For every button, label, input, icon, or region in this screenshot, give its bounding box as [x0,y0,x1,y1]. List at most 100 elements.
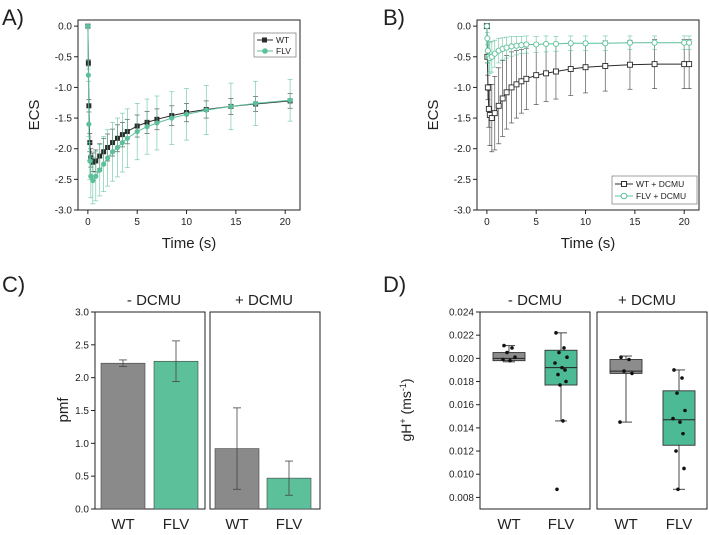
y-tick-label: 0.012 [449,447,474,458]
panel-c-label: C) [2,272,25,297]
wt-box-data-point [618,420,622,424]
x-tick-label: 0 [85,217,91,228]
panel-d-xtick-wt-1: WT [497,516,520,533]
flv-point [169,115,175,121]
y-tick-label: -3.0 [454,206,472,217]
wt-dcmu-point [485,105,492,112]
panel-d-label: D) [383,272,406,297]
x-tick-label: 20 [679,217,691,228]
flv-point [105,155,111,161]
flv-point [119,139,125,146]
flv-box-data-point [565,355,569,359]
wt-dcmu-point [533,72,540,79]
flv-dcmu-point [513,42,520,49]
legend-flv-dcmu-marker [620,192,628,200]
wt-box-data-point [630,371,634,376]
panel-b-legend: WT + DCMU FLV + DCMU [611,175,698,205]
wt-dcmu-point [495,102,502,109]
panel-c-y-axis-title: pmf [55,397,72,423]
wt-dcmu-series-line [486,26,690,120]
legend-wt-dcmu-marker [621,181,627,187]
wt-dcmu-point [484,84,491,91]
flv-point [93,173,99,179]
y-tick-label: -2.0 [55,144,73,155]
panel-b-frame [476,19,700,211]
wt-dcmu-point [518,78,525,85]
wt-dcmu-point [488,115,495,122]
panel-a-y-axis-title: ECS [26,100,43,131]
ylabel-unit: (ms [398,391,414,418]
y-tick-label: -1.5 [454,114,472,125]
flv-box-data-point [561,419,565,423]
ylabel-unit-exponent: -1 [398,383,408,391]
panel-d-frame-right [596,311,708,510]
wt-box-data-point [513,355,517,359]
flv-dcmu-point [484,35,491,42]
panel-c-xtick-wt-1: WT [111,516,134,533]
flv-box-data-point [553,361,557,365]
wt-dcmu-point [602,63,609,69]
flv-point [85,72,91,78]
panel-c-xtick-flv-1: FLV [163,516,189,533]
panel-c: C) - DCMU + DCMU 0.0 0.5 1.0 1.5 2.0 2.5 3.0 W… [2,272,321,533]
wt-box-data-point [627,357,631,362]
flv-box-data-point [678,420,682,424]
flv-box-data-point [557,350,561,355]
flv-point [101,161,107,167]
flv-point [124,135,130,141]
x-tick-label: 5 [533,217,539,228]
flv-box-data-point [676,487,680,492]
panel-c-y-axis: 0.0 0.5 1.0 1.5 2.0 2.5 3.0 [75,308,95,516]
legend-wt-marker [262,37,267,43]
flv-dcmu-point [651,39,658,46]
x-tick-label: 15 [230,217,242,228]
panel-b-y-axis: 0.0 -0.5 -1.0 -1.5 -2.0 -2.5 -3.0 [454,22,477,217]
panel-b: B) 0.0-0.5-1.0-1.5-2.0-2.5-3.0 0 5 10 15 20 … [383,5,700,252]
flv-point [88,173,94,179]
wt-dcmu-point [499,95,506,102]
y-tick-label: 0.008 [449,493,474,504]
panel-d-y-axis-title: gH+ (ms-1) [398,378,414,441]
flv-point [144,124,150,130]
flv-dcmu-point [518,42,525,49]
x-tick-label: 15 [629,217,641,228]
y-tick-label: 0.0 [58,22,72,33]
panel-d-y-axis: 0.008 0.010 0.012 0.014 0.016 0.018 0.020 0.022… [449,308,480,504]
panel-c-frame-right [209,311,321,510]
flv-box-data-point [682,466,686,471]
wt-dcmu-point [543,70,550,77]
y-tick-label: 2.5 [75,340,89,351]
ylabel-main: gH [398,424,414,442]
flv-dcmu-point [582,40,589,47]
y-tick-label: 0.024 [449,308,474,319]
y-tick-label: -0.5 [454,52,472,63]
panel-a-frame [77,19,301,211]
panel-d: D) - DCMU + DCMU 0.0080.0100.0120.0140.0… [383,272,708,533]
panel-d-xtick-wt-2: WT [614,516,637,533]
wt-box [609,359,643,374]
y-tick-label: 0.022 [449,331,474,342]
y-tick-label: -2.5 [55,175,73,186]
flv-point [228,103,234,110]
panel-d-group-2-title: + DCMU [618,292,676,309]
flv-box-data-point [681,431,685,436]
wt-dcmu-point [582,64,589,71]
panel-a-y-axis: 0.0 -0.5 -1.0 -1.5 -2.0 -2.5 -3.0 [55,22,78,217]
panel-c-xtick-flv-2: FLV [276,516,302,533]
panel-a-plot-area [85,23,293,205]
wt-dcmu-point [491,110,498,117]
ylabel-superscript: + [398,418,408,423]
flv-dcmu-point [508,43,515,50]
panel-d-frame-left [479,311,591,510]
flv-box-data-point [674,449,678,453]
wt-dcmu-point [513,81,520,88]
panel-d-plot-area [492,331,696,492]
wt-dcmu-point [523,75,530,82]
flv-dcmu-point [567,40,574,47]
flv-point [114,144,121,151]
wt-dcmu-point [651,61,658,68]
flv-box-data-point [671,416,675,421]
panel-a-legend: WT FLV [253,32,297,58]
y-tick-label: 0.020 [449,354,474,365]
